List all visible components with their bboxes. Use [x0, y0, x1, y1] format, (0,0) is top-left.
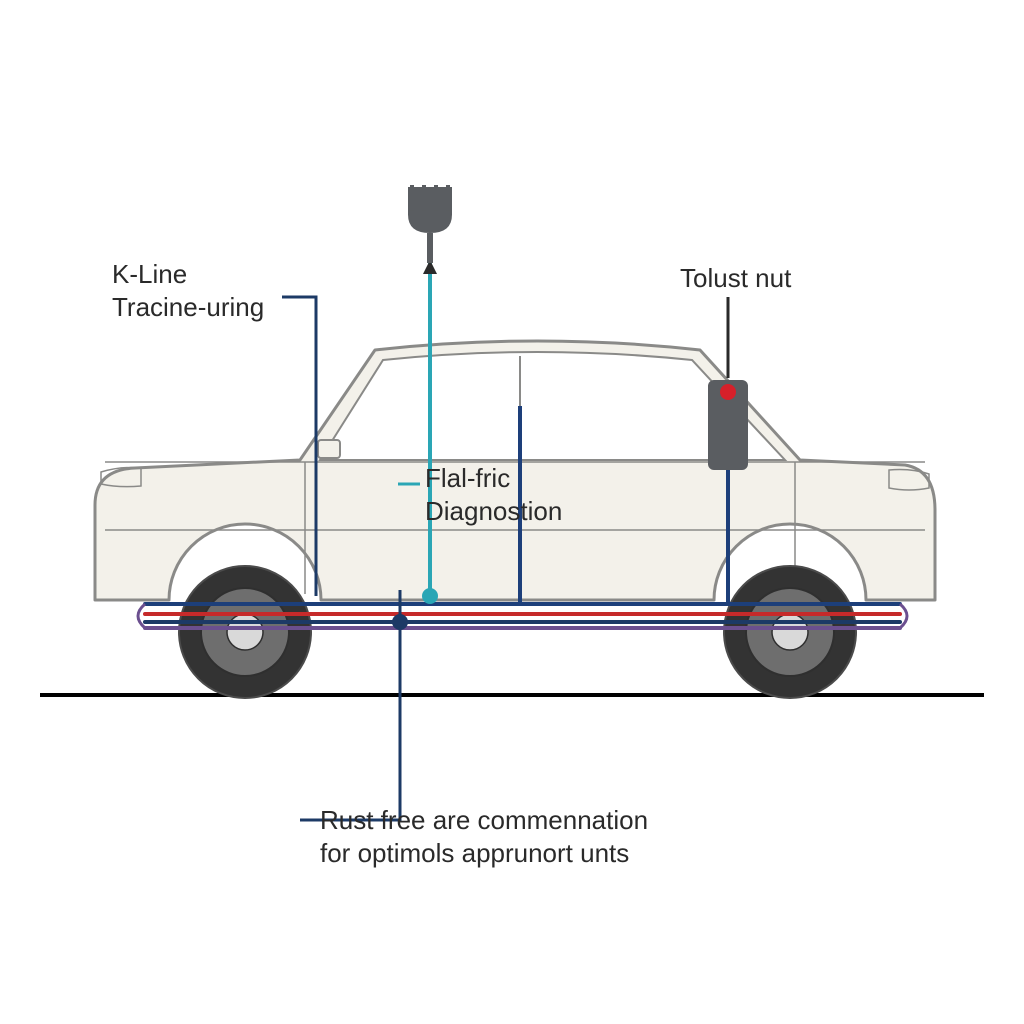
underbody-cap-left: [138, 604, 145, 628]
label-bottom-line2: for optimols apprunort unts: [320, 838, 629, 868]
side-mirror: [318, 440, 340, 458]
device-led: [720, 384, 736, 400]
wheel-rear-hub: [772, 614, 808, 650]
label-tolust-text: Tolust nut: [680, 263, 791, 293]
dot-navy: [392, 614, 408, 630]
label-bottom-line1: Rust free are commennation: [320, 805, 648, 835]
label-kline-line2: Tracine-uring: [112, 292, 264, 322]
label-flal-line1: Flal-fric: [425, 463, 510, 493]
label-bottom: Rust free are commennation for optimols …: [320, 804, 648, 869]
dot-teal: [422, 588, 438, 604]
label-flal: Flal-fric Diagnostion: [425, 462, 562, 527]
label-tolust: Tolust nut: [680, 262, 791, 295]
underbody-cap-right: [900, 604, 907, 628]
fork-icon: [408, 185, 452, 263]
label-kline: K-Line Tracine-uring: [112, 258, 264, 323]
label-kline-line1: K-Line: [112, 259, 187, 289]
leader-bottom: [300, 590, 400, 820]
wheel-front-hub: [227, 614, 263, 650]
label-flal-line2: Diagnostion: [425, 496, 562, 526]
